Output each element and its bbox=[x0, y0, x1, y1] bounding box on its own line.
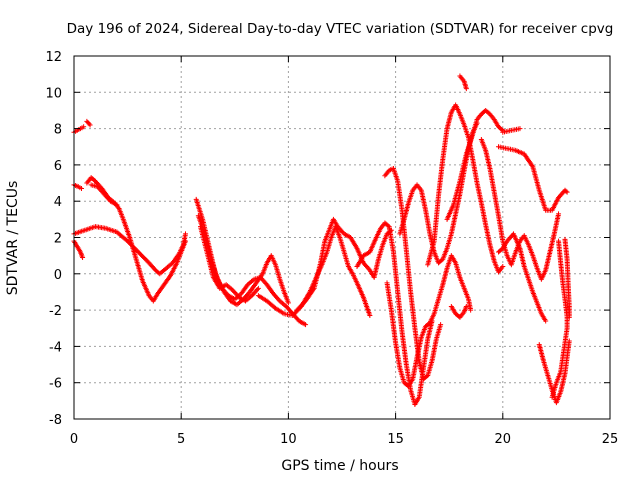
y-tick-label: -4 bbox=[49, 340, 62, 355]
data-point bbox=[463, 86, 469, 92]
data-point bbox=[468, 307, 474, 313]
data-point bbox=[81, 124, 87, 130]
chart-title: Day 196 of 2024, Sidereal Day-to-day VTE… bbox=[67, 21, 614, 37]
data-point bbox=[303, 322, 309, 328]
data-points bbox=[71, 73, 572, 407]
data-point bbox=[543, 318, 549, 324]
data-point bbox=[255, 285, 261, 291]
series-arc-15 bbox=[384, 253, 474, 389]
series-arc-13 bbox=[354, 220, 435, 407]
x-tick-label: 20 bbox=[495, 432, 512, 447]
x-tick-label: 15 bbox=[387, 432, 404, 447]
data-point bbox=[556, 211, 562, 217]
x-tick-label: 0 bbox=[70, 432, 78, 447]
data-point bbox=[563, 188, 569, 194]
x-tick-label: 5 bbox=[177, 432, 185, 447]
data-point bbox=[517, 126, 523, 132]
series-arc-27 bbox=[562, 236, 572, 320]
y-tick-label: -8 bbox=[49, 413, 62, 428]
y-axis-label: SDTVAR / TECUs bbox=[5, 181, 21, 296]
data-point bbox=[367, 313, 373, 319]
y-tick-label: 12 bbox=[45, 50, 62, 65]
data-point bbox=[87, 122, 93, 128]
y-tick-label: -6 bbox=[49, 377, 62, 392]
series-arc-20 bbox=[444, 107, 506, 222]
series-arc-17 bbox=[425, 102, 506, 275]
data-point bbox=[566, 314, 572, 320]
y-tick-label: 4 bbox=[54, 195, 62, 210]
data-point bbox=[424, 373, 430, 379]
series-arc-6 bbox=[84, 175, 188, 304]
series-arc-14 bbox=[382, 166, 444, 382]
axis-ticks: 0 5 10 15 20 25 -8 -6 -4 -2 0 2 4 6 8 10 12 bbox=[45, 50, 618, 447]
series-arc-12 bbox=[294, 216, 394, 313]
series-arc-11 bbox=[255, 224, 373, 319]
series-arc-2 bbox=[71, 182, 85, 191]
data-point bbox=[79, 185, 85, 191]
y-tick-label: 10 bbox=[45, 86, 62, 101]
data-point bbox=[438, 322, 444, 328]
series-arc-1 bbox=[71, 238, 86, 260]
x-axis-label: GPS time / hours bbox=[281, 458, 398, 474]
series-arc-7 bbox=[88, 182, 120, 208]
data-point bbox=[463, 303, 469, 309]
series-arc-10 bbox=[197, 224, 261, 304]
data-point bbox=[182, 231, 188, 237]
series-arc-24 bbox=[496, 231, 549, 324]
data-point bbox=[182, 238, 188, 244]
x-tick-label: 10 bbox=[280, 432, 297, 447]
series-arc-18 bbox=[457, 73, 469, 92]
x-tick-label: 25 bbox=[602, 432, 619, 447]
y-tick-label: 8 bbox=[54, 123, 62, 138]
data-point bbox=[499, 127, 505, 133]
series-arc-26 bbox=[549, 238, 570, 400]
y-tick-label: -2 bbox=[49, 304, 62, 319]
series-arc-23 bbox=[496, 144, 570, 213]
y-tick-label: 6 bbox=[54, 159, 62, 174]
series-arc-25 bbox=[536, 338, 572, 406]
data-point bbox=[500, 264, 506, 270]
y-tick-label: 2 bbox=[54, 232, 62, 247]
y-tick-label: 0 bbox=[54, 268, 62, 283]
series-arc-22 bbox=[500, 126, 523, 135]
data-point bbox=[285, 300, 291, 306]
data-point bbox=[114, 202, 120, 208]
data-point bbox=[549, 394, 555, 400]
series-arc-21 bbox=[478, 136, 562, 282]
data-point bbox=[80, 254, 86, 260]
series-arc-19 bbox=[448, 303, 469, 320]
data-point bbox=[564, 189, 570, 195]
series-arc-4 bbox=[84, 118, 93, 128]
